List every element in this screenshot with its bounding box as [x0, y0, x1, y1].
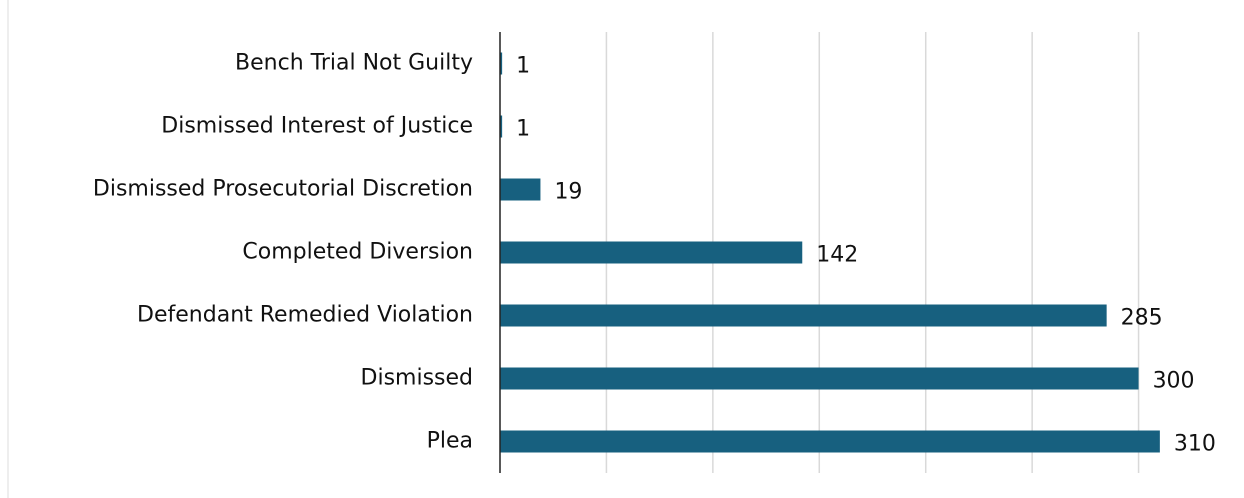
y-tick-label: Bench Trial Not Guilty: [235, 51, 473, 76]
y-tick-label: Dismissed Interest of Justice: [161, 114, 473, 139]
y-tick-label: Defendant Remedied Violation: [137, 303, 473, 328]
value-label: 1: [516, 54, 530, 79]
value-label: 19: [554, 180, 582, 205]
y-tick-label: Dismissed Prosecutorial Discretion: [93, 177, 473, 202]
value-label: 285: [1121, 306, 1163, 331]
bar: [500, 430, 1160, 453]
y-tick-label: Plea: [427, 429, 473, 454]
bar: [500, 178, 541, 201]
value-label: 1: [516, 117, 530, 142]
value-label: 142: [816, 243, 858, 268]
y-tick-label: Completed Diversion: [242, 240, 473, 265]
value-label: 310: [1174, 432, 1216, 457]
value-label: 300: [1153, 369, 1195, 394]
bar: [500, 52, 503, 75]
bar: [500, 367, 1139, 390]
bar: [500, 304, 1107, 327]
y-tick-label: Dismissed: [361, 366, 473, 391]
bar: [500, 241, 803, 264]
bar: [500, 115, 503, 138]
